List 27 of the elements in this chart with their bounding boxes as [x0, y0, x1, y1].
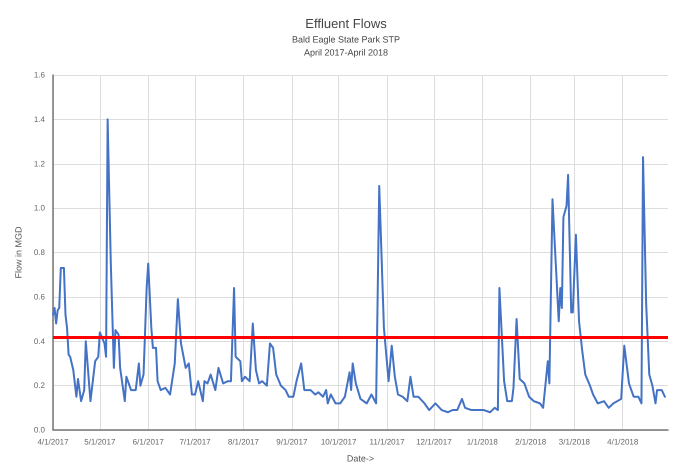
- x-tick-label: 5/1/2017: [84, 438, 116, 446]
- chart-subtitle: Bald Eagle State Park STP April 2017-April 2018: [292, 34, 400, 58]
- x-tick-label: 7/1/2017: [179, 438, 212, 446]
- x-axis-title: Date->: [346, 454, 374, 464]
- y-tick-label: 0.4: [34, 336, 46, 346]
- x-tick-label: 1/1/2018: [466, 438, 498, 446]
- y-tick-label: 1.6: [34, 70, 46, 80]
- y-axis-title: Flow in MGD: [13, 226, 24, 279]
- y-tick-label: 0.0: [34, 426, 46, 434]
- x-tick-label: 4/1/2017: [37, 438, 70, 446]
- x-tick-label: 6/1/2017: [132, 438, 164, 446]
- y-tick-label: 1.2: [34, 159, 46, 168]
- y-tick-label: 0.2: [34, 381, 46, 390]
- x-tick-label: 9/1/2017: [276, 438, 308, 446]
- x-tick-label: 3/1/2018: [558, 438, 590, 446]
- x-tick-label: 10/1/2017: [320, 438, 357, 446]
- line-series: [52, 118, 666, 414]
- x-tick-label: 2/1/2018: [515, 438, 547, 446]
- x-tick-label: 12/1/2017: [416, 438, 452, 446]
- x-tick-label: 11/1/2017: [370, 438, 406, 446]
- y-tick-label: 0.6: [34, 292, 46, 302]
- x-tick-label: 4/1/2018: [607, 438, 639, 446]
- y-tick-label: 1.4: [34, 114, 46, 124]
- chart-title: Effluent Flows: [305, 16, 388, 31]
- y-tick-label: 0.8: [34, 248, 46, 257]
- x-tick-label: 8/1/2017: [228, 438, 260, 446]
- y-tick-label: 1.0: [34, 204, 46, 213]
